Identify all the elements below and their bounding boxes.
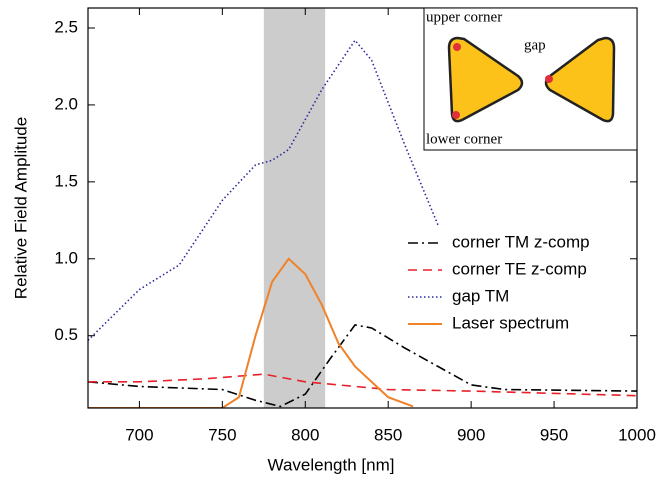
y-axis-label: Relative Field Amplitude <box>11 117 30 299</box>
series-line <box>88 324 637 408</box>
legend-label: Laser spectrum <box>452 313 569 332</box>
series-line <box>88 257 414 408</box>
x-tick-label: 750 <box>208 425 236 444</box>
legend-label: corner TE z-comp <box>452 259 587 278</box>
plot-area: 700 750 800 850 900 950 1000 0.5 1.0 1.5 2.0 2.5 <box>54 7 656 444</box>
hotspot <box>453 43 461 51</box>
y-tick-label: 1.0 <box>54 248 78 267</box>
inset-label: gap <box>524 37 546 53</box>
x-tick-label: 800 <box>291 425 319 444</box>
x-tick-label: 1000 <box>618 425 656 444</box>
y-tick-label: 2.0 <box>54 94 78 113</box>
left-triangle <box>447 36 524 123</box>
hotspot <box>545 75 553 83</box>
series-line <box>88 373 637 397</box>
y-tick-label: 2.5 <box>54 17 78 36</box>
inset-label: upper corner <box>426 9 502 25</box>
inset-label: lower corner <box>426 131 502 147</box>
y-tick-label: 0.5 <box>54 325 78 344</box>
x-tick-label: 950 <box>540 425 568 444</box>
x-axis-label: Wavelength [nm] <box>268 455 395 474</box>
series-line <box>88 38 439 341</box>
legend-label: corner TM z-comp <box>452 232 590 251</box>
shaded-band <box>263 8 326 408</box>
x-tick-label: 900 <box>457 425 485 444</box>
hotspot <box>452 111 460 119</box>
plot-frame <box>87 7 638 409</box>
legend-label: gap TM <box>452 286 509 305</box>
y-tick-label: 1.5 <box>54 171 78 190</box>
x-tick-label: 700 <box>125 425 153 444</box>
x-tick-label: 850 <box>374 425 402 444</box>
inset: upper corner gap lower corner <box>423 7 638 151</box>
